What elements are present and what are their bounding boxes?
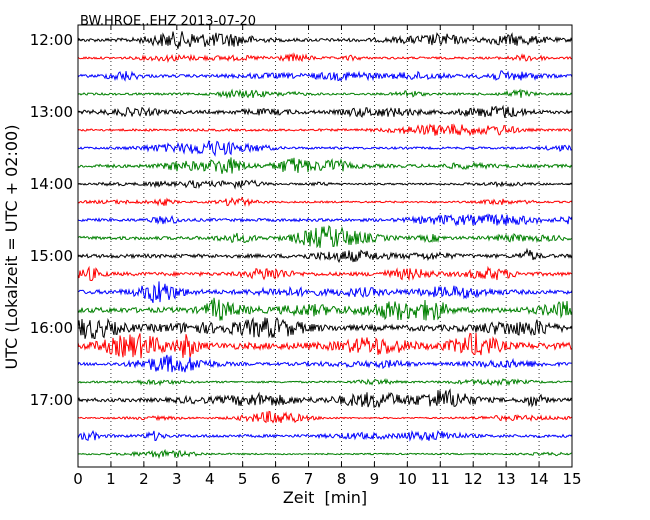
chart-title: BW.HROE..EHZ 2013-07-20 [80, 14, 256, 29]
trace-1215 [77, 52, 573, 63]
x-tick-label: 11 [431, 470, 450, 488]
trace-1530 [77, 281, 573, 304]
y-axis-title: UTC (Lokalzeit = UTC + 02:00) [2, 125, 21, 370]
x-tick-label: 5 [238, 470, 248, 488]
trace-1545 [77, 297, 573, 321]
x-tick-label: 3 [172, 470, 182, 488]
trace-1300 [77, 104, 573, 118]
x-tick-label: 15 [562, 470, 581, 488]
trace-1415 [77, 196, 573, 207]
x-tick-label: 1 [106, 470, 116, 488]
y-tick-label: 17:00 [30, 391, 73, 409]
x-tick-label: 4 [205, 470, 215, 488]
y-tick-label: 16:00 [30, 319, 73, 337]
trace-1615 [77, 332, 573, 359]
trace-1515 [77, 265, 573, 281]
plot-frame [77, 24, 573, 468]
x-tick-label: 9 [370, 470, 380, 488]
trace-1230 [77, 70, 573, 82]
y-tick-label: 14:00 [30, 175, 73, 193]
x-tick-label: 2 [139, 470, 149, 488]
trace-1730 [77, 430, 573, 442]
trace-1715 [77, 410, 573, 424]
x-tick-label: 14 [530, 470, 549, 488]
y-tick-label: 12:00 [30, 31, 73, 49]
y-tick-label: 15:00 [30, 247, 73, 265]
y-tick-label: 13:00 [30, 103, 73, 121]
trace-1630 [77, 354, 573, 373]
x-tick-label: 12 [464, 470, 483, 488]
trace-1345 [77, 157, 573, 174]
trace-1400 [77, 179, 573, 190]
x-tick-label: 13 [497, 470, 516, 488]
trace-1200 [77, 31, 573, 49]
trace-1500 [77, 247, 573, 264]
trace-1330 [77, 140, 573, 157]
grid-lines [110, 25, 540, 467]
trace-1315 [77, 123, 573, 137]
y-axis: 12:00 13:00 14:00 15:00 16:00 17:00 [30, 31, 572, 409]
trace-1245 [77, 88, 573, 100]
trace-1600 [77, 316, 573, 340]
trace-1430 [77, 213, 573, 227]
trace-1745 [77, 448, 573, 460]
x-tick-label: 6 [271, 470, 281, 488]
trace-1700 [77, 388, 573, 408]
seismic-traces [77, 31, 573, 460]
trace-1445 [77, 225, 573, 249]
x-tick-label: 0 [73, 470, 83, 488]
x-axis: 0 1 2 3 4 5 6 7 8 9 10 11 12 13 14 15 [73, 25, 582, 488]
trace-1645 [77, 378, 573, 387]
x-tick-label: 7 [304, 470, 314, 488]
x-axis-title: Zeit [min] [283, 488, 367, 507]
x-tick-label: 10 [398, 470, 417, 488]
x-tick-label: 8 [337, 470, 347, 488]
